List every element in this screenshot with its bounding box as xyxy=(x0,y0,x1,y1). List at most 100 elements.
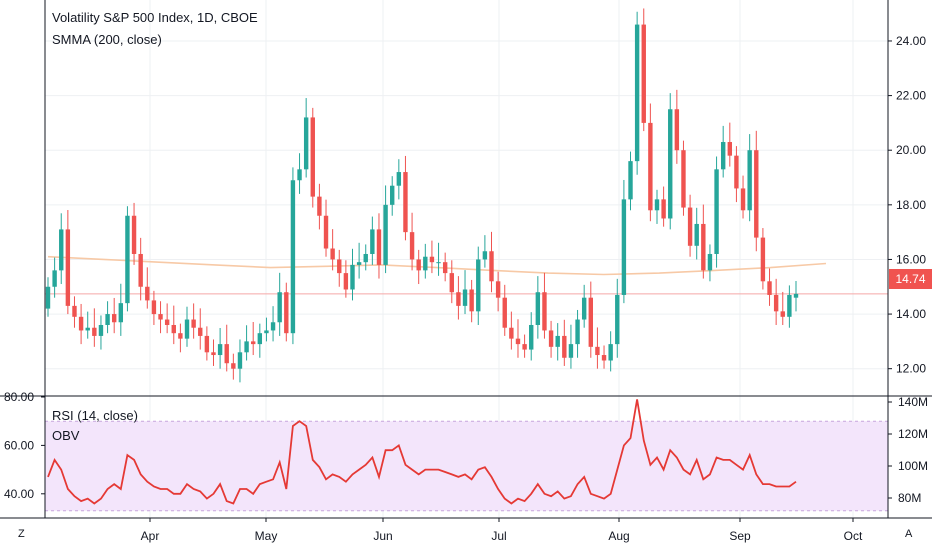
time-tick-label: Sep xyxy=(729,529,751,543)
time-tick-label: Jun xyxy=(373,529,392,543)
candle-body xyxy=(588,297,593,347)
rsi-label: RSI (14, close) xyxy=(52,408,138,423)
candle-body xyxy=(476,259,481,312)
candle-body xyxy=(403,172,408,233)
candle-body xyxy=(469,289,474,312)
candle-body xyxy=(251,341,256,345)
candle-body xyxy=(217,344,223,356)
candle-body xyxy=(184,319,190,339)
candle-body xyxy=(661,199,666,219)
candle-body xyxy=(337,259,342,274)
candle-body xyxy=(52,270,57,287)
candle-body xyxy=(740,188,746,211)
candle-body xyxy=(542,292,547,331)
time-tick-label: Apr xyxy=(141,529,160,543)
price-tick-label: 18.00 xyxy=(896,198,926,212)
candle-body xyxy=(125,215,130,304)
candle-body xyxy=(264,330,269,334)
candle-body xyxy=(310,117,315,197)
candle-body xyxy=(231,363,236,369)
candle-body xyxy=(98,324,104,336)
candle-body xyxy=(396,172,402,186)
ticks-layer: 12.00 14.00 16.00 18.00 20.00 22.00 24.00 40.00… xyxy=(4,34,928,543)
candle-body xyxy=(502,297,507,328)
candle-body xyxy=(204,335,210,353)
candle-body xyxy=(423,256,428,271)
candle-body xyxy=(330,248,335,260)
candle-body xyxy=(290,180,296,334)
candle-body xyxy=(383,204,388,265)
candle-body xyxy=(436,262,441,264)
candle-body xyxy=(198,327,203,336)
obv-tick-label: 80M xyxy=(898,491,921,505)
candle-body xyxy=(92,327,97,336)
candle-body xyxy=(370,229,375,254)
last-price-tag: 14.74 xyxy=(889,269,932,289)
auto-scale-button[interactable]: A xyxy=(905,528,913,540)
candle-body xyxy=(244,341,249,353)
price-tick-label: 22.00 xyxy=(896,89,926,103)
candle-body xyxy=(462,289,468,306)
candle-body xyxy=(529,324,534,350)
candle-body xyxy=(793,293,799,298)
candle-body xyxy=(754,150,759,238)
candle-body xyxy=(78,316,84,331)
candle-body xyxy=(317,196,322,216)
candle-body xyxy=(489,251,494,282)
candle-body xyxy=(343,273,349,290)
candle-body xyxy=(390,185,395,205)
candle-body xyxy=(211,352,216,356)
indicator-label: SMMA (200, close) xyxy=(52,32,162,47)
rsi-tick-label: 40.00 xyxy=(4,487,34,501)
candle-body xyxy=(714,169,719,254)
candle-body xyxy=(648,122,653,211)
candle-body xyxy=(105,314,110,325)
candle-body xyxy=(442,262,448,274)
candle-body xyxy=(562,335,567,358)
candle-body xyxy=(45,286,51,309)
candle-body xyxy=(131,215,137,254)
candle-body xyxy=(780,311,785,317)
candle-body xyxy=(595,346,600,356)
candle-body xyxy=(270,322,276,331)
candle-body xyxy=(535,292,541,325)
candle-body xyxy=(224,344,229,364)
candle-body xyxy=(707,253,713,271)
candle-body xyxy=(59,229,64,271)
candle-body xyxy=(615,294,620,345)
price-tick-label: 16.00 xyxy=(896,252,926,266)
candle-body xyxy=(145,286,150,301)
candle-body xyxy=(284,292,289,334)
time-tick-label: Jul xyxy=(491,529,506,543)
time-tick-label: Aug xyxy=(608,529,629,543)
candle-body xyxy=(118,303,124,323)
candle-body xyxy=(668,109,673,219)
candle-body xyxy=(767,281,772,295)
candle-body xyxy=(409,232,415,260)
candle-body xyxy=(727,142,733,156)
candle-body xyxy=(85,327,90,331)
candle-body xyxy=(608,344,613,361)
candle-body xyxy=(376,229,382,265)
candle-body xyxy=(694,223,699,246)
candle-body xyxy=(416,259,421,271)
candle-body xyxy=(681,150,686,208)
candle-body xyxy=(151,300,157,315)
candle-body xyxy=(787,294,792,317)
zoom-button[interactable]: Z xyxy=(18,528,25,540)
candle-body xyxy=(363,253,368,263)
candle-body xyxy=(760,237,766,282)
candle-body xyxy=(773,294,779,312)
price-tick-label: 24.00 xyxy=(896,34,926,48)
obv-tick-label: 140M xyxy=(898,395,928,409)
candle-body xyxy=(522,344,527,350)
candle-body xyxy=(257,333,263,345)
candle-body xyxy=(482,251,488,260)
price-tick-label: 20.00 xyxy=(896,143,926,157)
candle-body xyxy=(601,355,607,361)
rsi-tick-label: 60.00 xyxy=(4,438,34,452)
candle-body xyxy=(555,335,560,347)
rsi-band-fill xyxy=(45,421,888,511)
